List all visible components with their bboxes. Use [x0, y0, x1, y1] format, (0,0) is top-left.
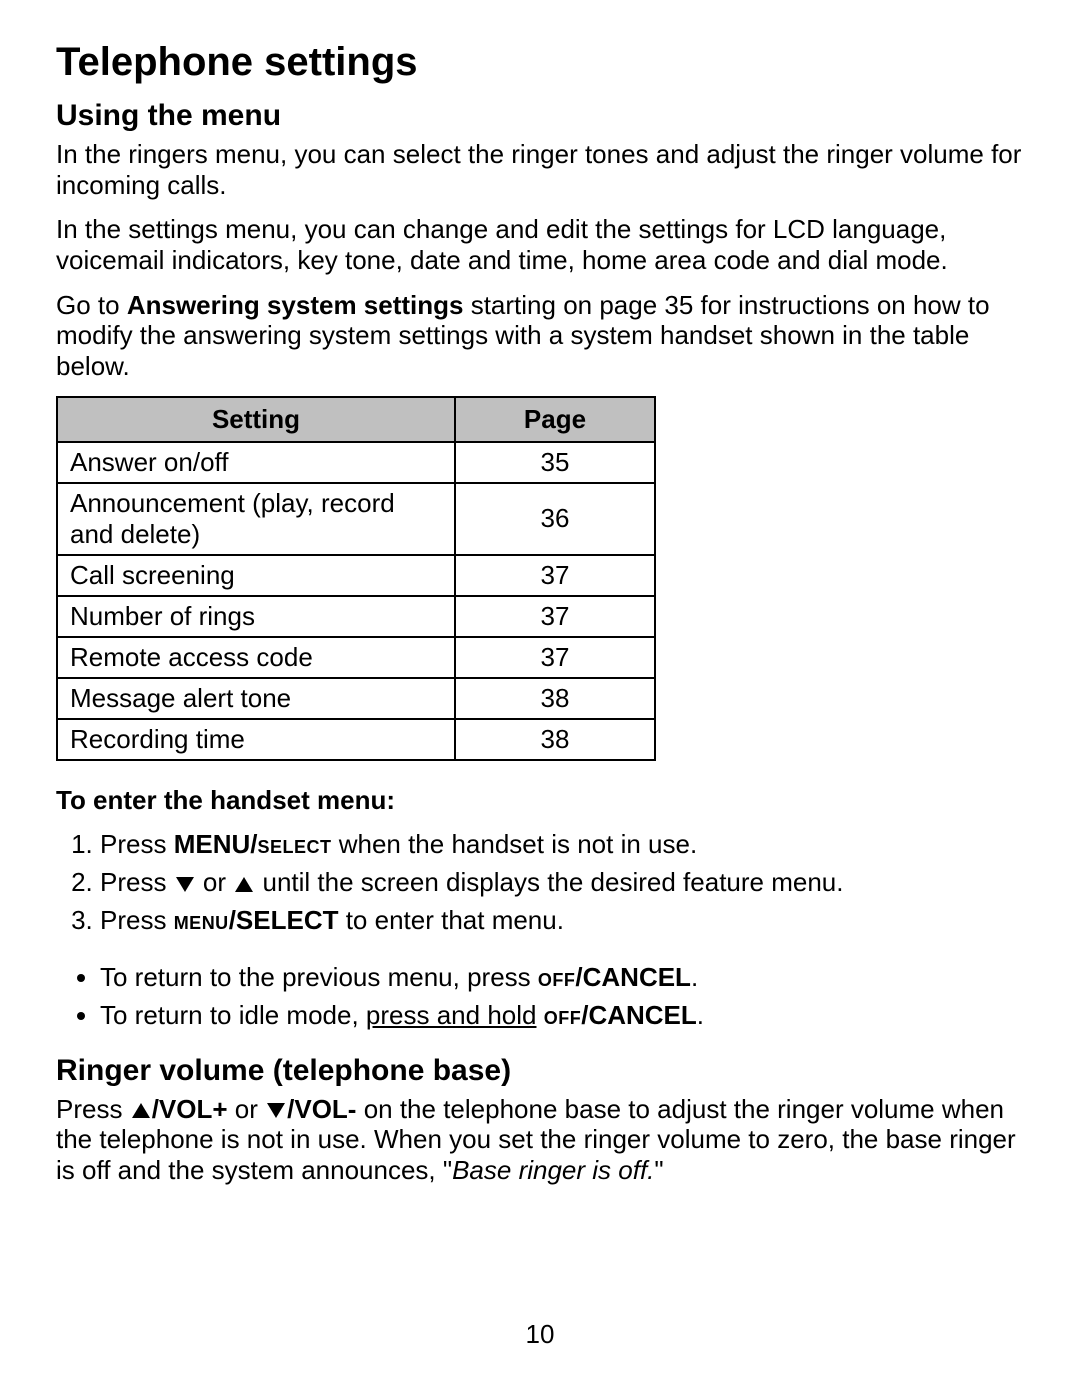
text-bold: /VOL-: [287, 1094, 356, 1124]
table-header-setting: Setting: [57, 397, 455, 442]
text-smallcaps: off: [544, 1000, 582, 1030]
text: Go to: [56, 290, 127, 320]
cell-setting: Recording time: [57, 719, 455, 760]
cell-page: 37: [455, 637, 655, 678]
paragraph-settings-menu: In the settings menu, you can change and…: [56, 214, 1024, 275]
bullet-item: To return to idle mode, press and hold o…: [100, 997, 1024, 1033]
text-italic: Base ringer is off.: [452, 1155, 654, 1185]
text: or: [196, 867, 234, 897]
document-page: Telephone settings Using the menu In the…: [0, 0, 1080, 1394]
triangle-down-icon: [267, 1103, 285, 1118]
text-smallcaps: select: [257, 829, 331, 859]
triangle-up-icon: [235, 877, 253, 892]
steps-list: Press MENU/select when the handset is no…: [56, 826, 1024, 939]
paragraph-answering-system: Go to Answering system settings starting…: [56, 290, 1024, 382]
table-row: Remote access code 37: [57, 637, 655, 678]
triangle-up-icon: [132, 1103, 150, 1118]
text: Press: [56, 1094, 130, 1124]
table-row: Answer on/off 35: [57, 442, 655, 483]
text-smallcaps: off: [538, 962, 576, 992]
table-row: Recording time 38: [57, 719, 655, 760]
table-row: Call screening 37: [57, 555, 655, 596]
text: when the handset is not in use.: [331, 829, 697, 859]
cell-page: 36: [455, 483, 655, 555]
cell-setting: Answer on/off: [57, 442, 455, 483]
text: Press: [100, 867, 174, 897]
text-underline: press and hold: [366, 1000, 537, 1030]
cell-setting: Number of rings: [57, 596, 455, 637]
cell-page: 37: [455, 596, 655, 637]
text: or: [228, 1094, 266, 1124]
paragraph-ringer-volume: Press /VOL+ or /VOL- on the telephone ba…: [56, 1094, 1024, 1186]
text-bold: /CANCEL: [575, 962, 691, 992]
settings-table: Setting Page Answer on/off 35 Announceme…: [56, 396, 656, 761]
step-item: Press or until the screen displays the d…: [100, 864, 1024, 900]
text-bold: /VOL+: [152, 1094, 228, 1124]
cell-page: 35: [455, 442, 655, 483]
text-bold: MENU/: [174, 829, 258, 859]
table-header-page: Page: [455, 397, 655, 442]
text-bold: Answering system settings: [127, 290, 464, 320]
text: To return to idle mode,: [100, 1000, 366, 1030]
text: To return to the previous menu, press: [100, 962, 538, 992]
text-bold: /CANCEL: [581, 1000, 697, 1030]
text: ": [654, 1155, 663, 1185]
table-row: Number of rings 37: [57, 596, 655, 637]
cell-setting: Remote access code: [57, 637, 455, 678]
section-using-the-menu-title: Using the menu: [56, 99, 1024, 133]
step-item: Press menu/SELECT to enter that menu.: [100, 902, 1024, 938]
table-row: Message alert tone 38: [57, 678, 655, 719]
triangle-down-icon: [176, 877, 194, 892]
table-header-row: Setting Page: [57, 397, 655, 442]
section-ringer-volume-title: Ringer volume (telephone base): [56, 1054, 1024, 1088]
table-row: Announcement (play, record and delete) 3…: [57, 483, 655, 555]
instructions-title: To enter the handset menu:: [56, 785, 1024, 816]
main-title: Telephone settings: [56, 40, 1024, 85]
cell-setting: Announcement (play, record and delete): [57, 483, 455, 555]
text-bold: /SELECT: [229, 905, 339, 935]
text: .: [691, 962, 698, 992]
text: Press: [100, 829, 174, 859]
step-item: Press MENU/select when the handset is no…: [100, 826, 1024, 862]
cell-setting: Message alert tone: [57, 678, 455, 719]
cell-page: 37: [455, 555, 655, 596]
cell-page: 38: [455, 678, 655, 719]
page-number: 10: [0, 1319, 1080, 1350]
text: .: [697, 1000, 704, 1030]
cell-page: 38: [455, 719, 655, 760]
bullets-list: To return to the previous menu, press of…: [56, 959, 1024, 1034]
text-smallcaps: menu: [174, 905, 229, 935]
paragraph-ringers-menu: In the ringers menu, you can select the …: [56, 139, 1024, 200]
bullet-item: To return to the previous menu, press of…: [100, 959, 1024, 995]
text: [536, 1000, 543, 1030]
text: Press: [100, 905, 174, 935]
text: until the screen displays the desired fe…: [255, 867, 843, 897]
text: to enter that menu.: [338, 905, 563, 935]
cell-setting: Call screening: [57, 555, 455, 596]
